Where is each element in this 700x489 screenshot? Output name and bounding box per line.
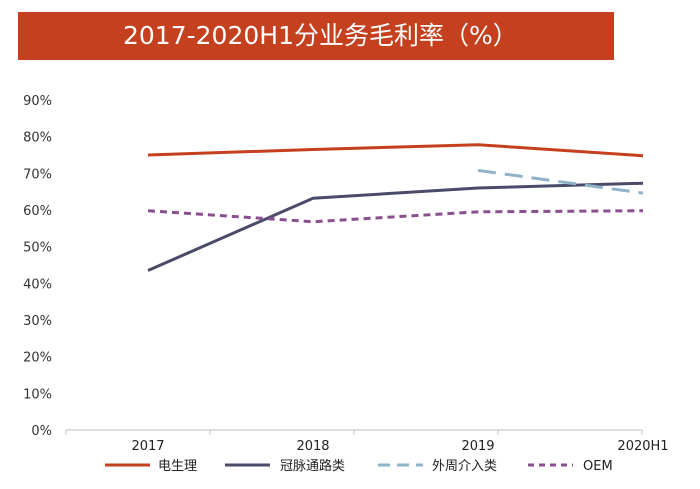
y-tick-label: 70% (23, 167, 52, 182)
x-tick-label: 2017 (131, 439, 164, 454)
y-tick-label: 0% (31, 424, 52, 439)
y-tick-label: 80% (23, 131, 52, 146)
chart-title: 2017-2020H1分业务毛利率（%） (123, 21, 518, 50)
x-tick-label: 2019 (461, 439, 494, 454)
x-tick-label: 2020H1 (617, 439, 668, 454)
series-line (147, 181, 644, 272)
x-tick-label: 2018 (296, 439, 329, 454)
y-tick-label: 90% (23, 94, 52, 109)
legend: 电生理 冠脉通路类 外周介入类 OEM (105, 458, 613, 474)
y-tick-label: 40% (23, 277, 52, 292)
y-tick-label: 20% (23, 351, 52, 366)
legend-label: 外周介入类 (432, 459, 497, 474)
y-tick-label: 50% (23, 241, 52, 256)
series-line (477, 168, 644, 195)
y-tick-label: 10% (23, 387, 52, 402)
legend-label: 电生理 (158, 459, 197, 474)
title-banner: 2017-2020H1分业务毛利率（%） (18, 12, 614, 60)
y-tick-label: 60% (23, 204, 52, 219)
y-tick-label: 30% (23, 314, 52, 329)
series-layer (147, 143, 644, 272)
legend-label: 冠脉通路类 (280, 458, 345, 474)
series-line (147, 209, 644, 224)
axes: 0% 10% 20% 30% 40% 50% 60% 70% 80% 90% 2017 2018 201… (23, 94, 668, 454)
series-line (147, 143, 644, 158)
legend-label: OEM (583, 459, 613, 474)
